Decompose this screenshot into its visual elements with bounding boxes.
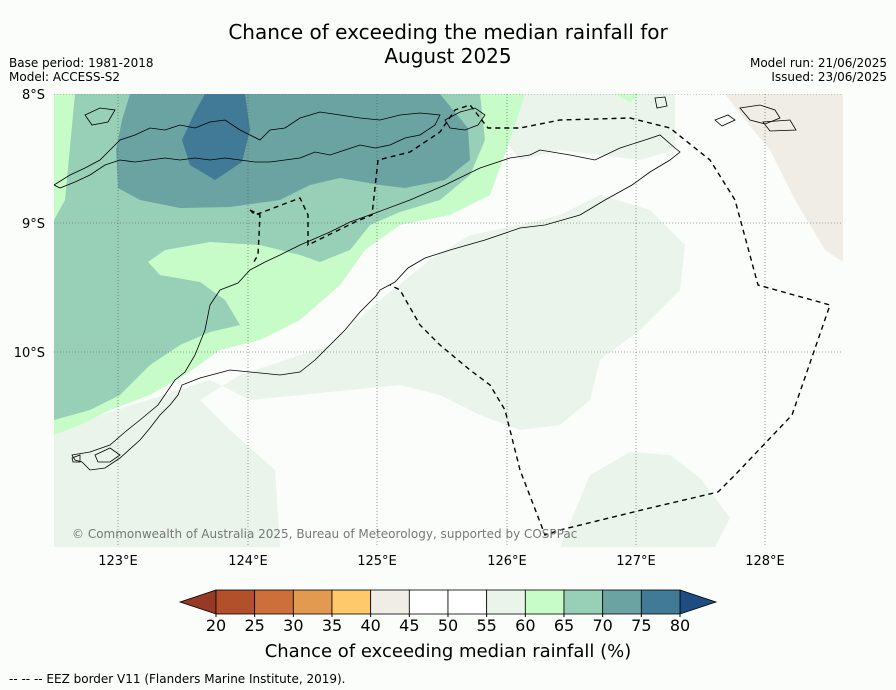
coastlines (54, 96, 797, 471)
base-period: Base period: 1981-2018 (9, 56, 154, 70)
model-run: Model run: 21/06/2025 (749, 56, 887, 70)
map-area: © Commonwealth of Australia 2025, Bureau… (54, 94, 843, 547)
lon-label-126e: 126°E (487, 554, 527, 569)
island-coastline (739, 104, 781, 125)
colorbar-cell (602, 589, 642, 615)
base-info: Base period: 1981-2018 Model: ACCESS-S2 (9, 56, 154, 84)
colorbar-cell (408, 589, 449, 615)
colorbar-cell (292, 589, 333, 615)
colorbar-cell (370, 589, 410, 615)
colorbar-cell (331, 589, 372, 615)
model-name: Model: ACCESS-S2 (9, 70, 121, 84)
colorbar-over-arrow (679, 589, 718, 615)
colorbar: 20 25 30 35 40 45 50 55 60 65 70 75 80 (178, 589, 718, 635)
rain-zone-55-60 (54, 195, 685, 547)
colorbar-tick-label: 70 (592, 616, 612, 635)
colorbar-title: Chance of exceeding median rainfall (%) (265, 641, 632, 662)
eez-border (249, 104, 831, 536)
colorbar-tick-label: 20 (206, 616, 226, 635)
run-info: Model run: 21/06/2025 Issued: 23/06/2025 (750, 56, 887, 84)
title-line-1: Chance of exceeding the median rainfall … (228, 20, 668, 44)
lat-label-8s: 8°S (22, 88, 45, 103)
colorbar-cell (254, 589, 294, 615)
lon-label-123e: 123°E (98, 554, 138, 569)
map-title: Chance of exceeding the median rainfall … (0, 20, 896, 68)
colorbar-cell (215, 589, 256, 615)
colorbar-tick-label: 75 (631, 616, 651, 635)
eez-legend: -- -- -- EEZ border V11 (Flanders Marine… (9, 672, 346, 686)
rain-zone-60-65 (615, 94, 640, 102)
title-line-2: August 2025 (384, 44, 512, 68)
colorbar-tick-label: 60 (515, 616, 535, 635)
colorbar-cell (563, 589, 604, 615)
savu-coastline (71, 454, 81, 463)
colorbar-under-arrow (178, 589, 217, 615)
colorbar-tick-label: 65 (554, 616, 574, 635)
colorbar-tick-label: 45 (399, 616, 419, 635)
colorbar-cell (640, 589, 681, 615)
rote-coastline (94, 447, 121, 463)
colorbar-tick-label: 50 (438, 616, 458, 635)
island-coastline (654, 96, 668, 109)
colorbar-tick-label: 30 (283, 616, 303, 635)
rain-zone-40-45 (725, 94, 843, 262)
colorbar-cell (447, 589, 488, 615)
flores-coastline (84, 107, 116, 126)
lon-label-124e: 124°E (228, 554, 268, 569)
colorbar-cell (524, 589, 565, 615)
lat-label-10s: 10°S (14, 346, 45, 361)
colorbar-tick-label: 40 (360, 616, 380, 635)
copyright-notice: © Commonwealth of Australia 2025, Bureau… (72, 527, 577, 541)
colorbar-tick-label: 55 (476, 616, 496, 635)
lon-label-128e: 128°E (745, 554, 785, 569)
island-coastline (762, 119, 797, 132)
rain-zone-55-60 (470, 94, 675, 160)
issued-date: Issued: 23/06/2025 (771, 70, 887, 84)
colorbar-tick-label: 35 (322, 616, 342, 635)
colorbar-tick-label: 80 (670, 616, 690, 635)
flores-coastline (54, 111, 441, 189)
colorbar-tick-label: 25 (244, 616, 264, 635)
rain-zone-55-60 (560, 452, 730, 547)
lon-label-127e: 127°E (616, 554, 656, 569)
lon-label-125e: 125°E (357, 554, 397, 569)
lat-label-9s: 9°S (22, 217, 45, 232)
island-coastline (714, 114, 736, 127)
timor-coastline (71, 134, 681, 471)
colorbar-cell (486, 589, 526, 615)
